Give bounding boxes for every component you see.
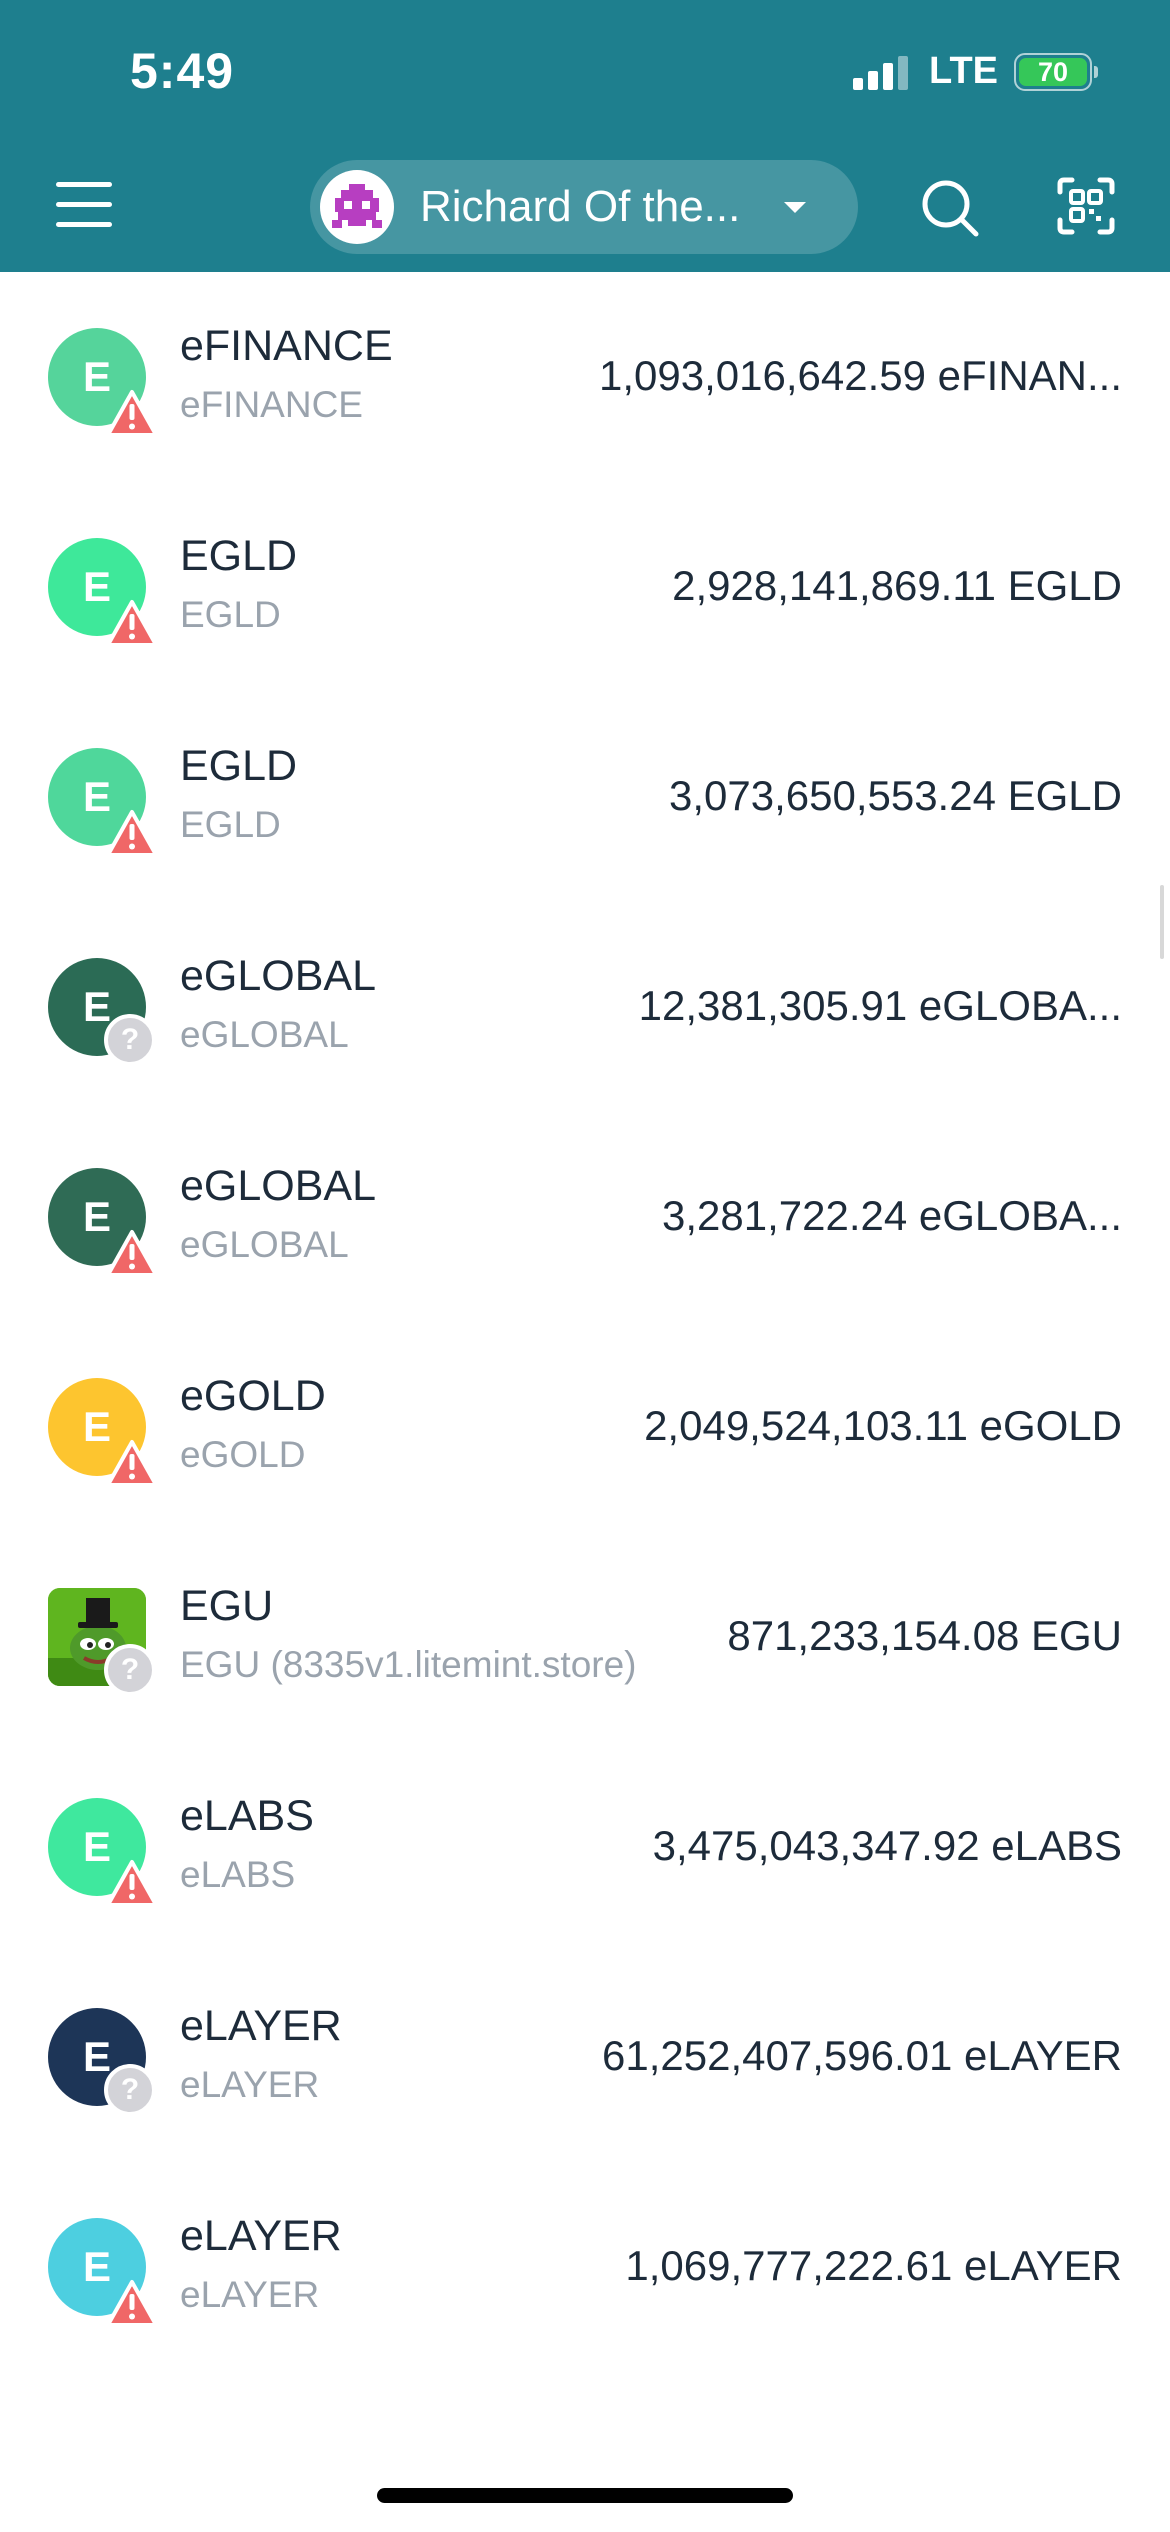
token-row[interactable]: E ? eLAYER eLAYER 61,252,407,596.01 eLAY… xyxy=(0,1952,1170,2162)
token-row[interactable]: E eGOLD eGOLD 2,049,524,103.11 eGOLD xyxy=(0,1322,1170,1532)
token-name: eLABS xyxy=(180,1792,314,1840)
token-row[interactable]: E eFINANCE eFINANCE 1,093,016,642.59 eFI… xyxy=(0,272,1170,482)
token-icon: E xyxy=(48,1378,146,1476)
cell-signal-icon xyxy=(853,54,913,90)
warning-icon xyxy=(106,1440,158,1487)
network-type: LTE xyxy=(929,50,998,92)
token-row[interactable]: E ? eGLOBAL eGLOBAL 12,381,305.91 eGLOBA… xyxy=(0,902,1170,1112)
token-subtitle: EGLD xyxy=(180,804,281,845)
token-row[interactable]: ? EGU EGU (8335v1.litemint.store) 871,23… xyxy=(0,1532,1170,1742)
token-balance: 1,093,016,642.59 eFINAN... xyxy=(598,352,1122,399)
token-row[interactable]: E eLAYER eLAYER 1,069,777,222.61 eLAYER xyxy=(0,2162,1170,2372)
token-row[interactable]: E eLABS eLABS 3,475,043,347.92 eLABS xyxy=(0,1742,1170,1952)
token-subtitle: eGLOBAL xyxy=(180,1224,349,1265)
warning-icon xyxy=(106,810,158,857)
account-selector[interactable]: Richard Of the... xyxy=(310,160,858,254)
token-balance: 2,928,141,869.11 EGLD xyxy=(672,562,1122,609)
warning-icon xyxy=(106,600,158,647)
search-icon[interactable] xyxy=(920,178,980,238)
token-row[interactable]: E eGLOBAL eGLOBAL 3,281,722.24 eGLOBA... xyxy=(0,1112,1170,1322)
token-subtitle: eLAYER xyxy=(180,2274,320,2315)
alien-avatar-icon xyxy=(332,184,382,228)
token-subtitle: eLAYER xyxy=(180,2064,320,2105)
token-balance: 3,073,650,553.24 EGLD xyxy=(668,772,1122,819)
token-balance: 2,049,524,103.11 eGOLD xyxy=(644,1402,1122,1449)
question-icon: ? xyxy=(104,1014,156,1066)
app-header: 5:49 LTE 70 Ric xyxy=(0,0,1170,272)
token-balance: 1,069,777,222.61 eLAYER xyxy=(625,2242,1122,2289)
token-subtitle: eGOLD xyxy=(180,1434,306,1475)
battery-icon: 70 xyxy=(1014,52,1098,91)
token-subtitle: EGLD xyxy=(180,594,281,635)
warning-icon xyxy=(106,1230,158,1277)
battery-level: 70 xyxy=(1019,57,1087,86)
token-name: eGLOBAL xyxy=(180,952,376,1000)
token-balance: 3,281,722.24 eGLOBA... xyxy=(662,1192,1122,1239)
token-balance: 3,475,043,347.92 eLABS xyxy=(652,1822,1122,1869)
token-list: E eFINANCE eFINANCE 1,093,016,642.59 eFI… xyxy=(0,272,1170,2372)
token-name: eFINANCE xyxy=(180,322,393,370)
account-avatar xyxy=(320,170,394,244)
token-name: eGOLD xyxy=(180,1372,326,1420)
chevron-down-icon xyxy=(784,201,806,213)
token-name: EGLD xyxy=(180,532,298,580)
scrollbar[interactable] xyxy=(1160,885,1164,959)
frog-top-hat-icon xyxy=(48,1588,146,1686)
warning-icon xyxy=(106,2280,158,2327)
home-indicator[interactable] xyxy=(377,2488,793,2503)
scan-qr-icon[interactable] xyxy=(1056,176,1116,236)
status-time: 5:49 xyxy=(130,43,235,99)
token-subtitle: eFINANCE xyxy=(180,384,363,425)
token-name: eGLOBAL xyxy=(180,1162,376,1210)
token-balance: 871,233,154.08 EGU xyxy=(727,1612,1122,1659)
token-row[interactable]: E EGLD EGLD 2,928,141,869.11 EGLD xyxy=(0,482,1170,692)
menu-icon[interactable] xyxy=(56,182,112,228)
token-row[interactable]: E EGLD EGLD 3,073,650,553.24 EGLD xyxy=(0,692,1170,902)
question-icon: ? xyxy=(104,2064,156,2116)
token-subtitle: eLABS xyxy=(180,1854,296,1895)
token-subtitle: EGU (8335v1.litemint.store) xyxy=(180,1644,637,1685)
token-balance: 61,252,407,596.01 eLAYER xyxy=(602,2032,1122,2079)
token-name: eLAYER xyxy=(180,2212,342,2260)
token-balance: 12,381,305.91 eGLOBA... xyxy=(638,982,1122,1029)
question-icon: ? xyxy=(104,1644,156,1696)
token-subtitle: eGLOBAL xyxy=(180,1014,349,1055)
status-indicators: LTE 70 xyxy=(853,50,1098,93)
token-name: EGLD xyxy=(180,742,298,790)
warning-icon xyxy=(106,390,158,437)
warning-icon xyxy=(106,1860,158,1907)
account-name: Richard Of the... xyxy=(420,182,741,231)
token-icon: E xyxy=(48,958,146,1056)
token-name: eLAYER xyxy=(180,2002,342,2050)
token-name: EGU xyxy=(180,1582,274,1630)
